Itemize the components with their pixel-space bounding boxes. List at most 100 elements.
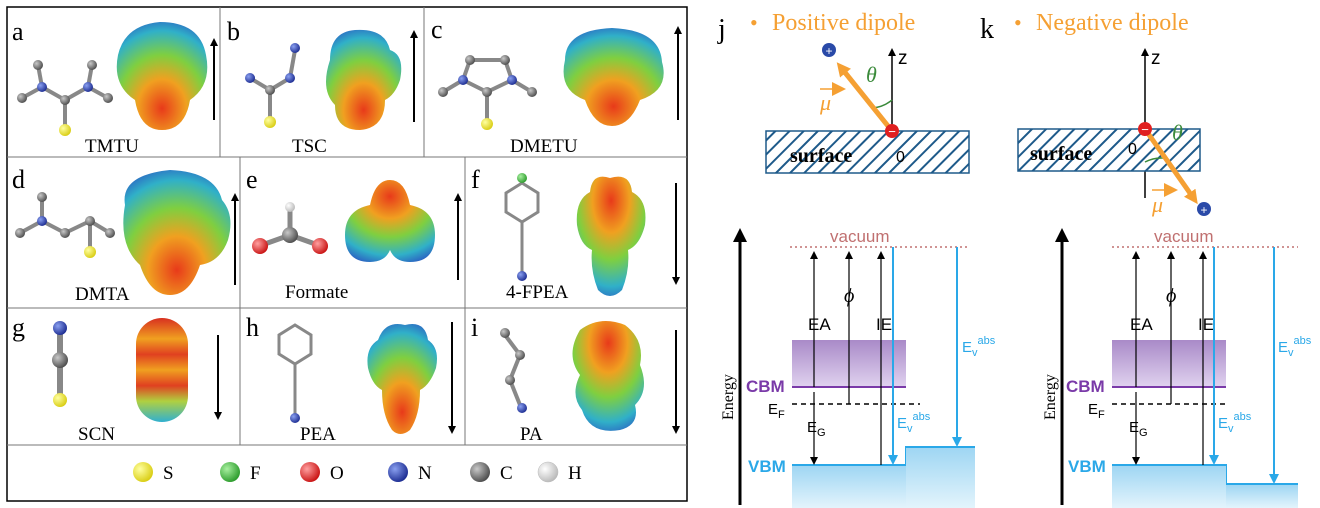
molecule-grid: a TMTU b xyxy=(6,6,688,502)
atom-n xyxy=(53,321,67,335)
plus-sign: + xyxy=(1200,203,1207,217)
esp-surface xyxy=(123,170,231,295)
ef-label: EF xyxy=(768,401,785,421)
atom-n xyxy=(458,75,468,85)
theta-label: θ xyxy=(1172,120,1183,145)
cell-tsc: b TSC xyxy=(227,17,418,157)
atom-c xyxy=(500,55,510,65)
surface-slab xyxy=(765,130,970,174)
z-label: z xyxy=(898,48,908,69)
atom-s xyxy=(53,393,67,407)
legend-label: N xyxy=(418,463,432,484)
energy-label: Energy xyxy=(720,374,737,420)
esp-surface xyxy=(563,28,664,126)
valence-band xyxy=(792,466,906,508)
molecule-name: SCN xyxy=(78,424,115,445)
cell-letter: f xyxy=(471,165,480,194)
atom-n xyxy=(290,413,300,423)
dipole-vector xyxy=(836,62,894,133)
ef-label: EF xyxy=(1088,401,1105,421)
atom-n xyxy=(290,43,300,53)
atom-c xyxy=(103,93,113,103)
cell-tmtu: a TMTU xyxy=(12,17,218,157)
valence-band-step xyxy=(1226,485,1298,508)
atom-o xyxy=(252,238,268,254)
atom-c xyxy=(60,95,70,105)
legend-label: H xyxy=(568,463,582,484)
ev-abs-label-low: Evabs xyxy=(1218,411,1252,435)
eg-label: EG xyxy=(1129,419,1148,439)
atom-n xyxy=(37,82,47,92)
vbm-label: VBM xyxy=(748,457,786,476)
cbm-label: CBM xyxy=(746,377,785,396)
cell-pea: h PEA xyxy=(246,313,456,445)
panel-title: Positive dipole xyxy=(772,10,915,36)
atom-s xyxy=(59,124,71,136)
legend-label: O xyxy=(330,463,344,484)
valence-band-step xyxy=(906,448,975,508)
atom-c xyxy=(15,228,25,238)
vbm-label: VBM xyxy=(1068,457,1106,476)
ev-abs-label-high: Evabs xyxy=(1278,335,1312,359)
atom-c xyxy=(60,228,70,238)
eg-label: EG xyxy=(807,419,826,439)
cell-letter: d xyxy=(12,165,25,194)
phi-label: ϕ xyxy=(1166,285,1176,307)
legend-label: C xyxy=(500,463,513,484)
atom-f xyxy=(517,173,527,183)
atom-c xyxy=(105,228,115,238)
molecule-name: DMTA xyxy=(75,284,130,305)
atom-c xyxy=(265,85,275,95)
title-bullet: • xyxy=(750,10,758,35)
cell-scn: g SCN xyxy=(12,313,222,445)
atom-c xyxy=(505,375,515,385)
surface-label: surface xyxy=(790,145,852,167)
atom-n xyxy=(83,82,93,92)
ball-stick-model xyxy=(503,333,522,406)
atom-n xyxy=(285,73,295,83)
atom-c xyxy=(282,227,298,243)
mu-label: μ xyxy=(819,90,831,115)
valence-band xyxy=(1112,466,1226,508)
origin-label: 0 xyxy=(896,149,905,166)
z-label: z xyxy=(1151,48,1161,69)
ev-abs-label-high: Evabs xyxy=(962,335,996,359)
atom-c xyxy=(37,192,47,202)
esp-surface xyxy=(116,22,208,130)
legend-ball-f xyxy=(220,462,240,482)
plus-charge xyxy=(1197,202,1211,216)
esp-surface xyxy=(576,176,646,296)
atom-o xyxy=(312,238,328,254)
atom-s xyxy=(264,116,276,128)
theta-label: θ xyxy=(866,62,877,87)
atom-n xyxy=(517,403,527,413)
atom-n xyxy=(507,75,517,85)
ev-abs-label-low: Evabs xyxy=(897,411,931,435)
plus-sign: + xyxy=(825,44,832,58)
atom-c xyxy=(33,60,43,70)
legend-label: S xyxy=(163,463,174,484)
molecule-name: TSC xyxy=(292,136,327,157)
esp-surface xyxy=(367,324,437,434)
molecule-name: Formate xyxy=(285,282,348,303)
cell-dmta: d DMTA xyxy=(12,165,239,305)
cbm-label: CBM xyxy=(1066,377,1105,396)
ball-stick-model xyxy=(19,197,112,248)
cell-letter: h xyxy=(246,313,259,342)
ball-stick-model xyxy=(504,181,540,274)
origin-label: 0 xyxy=(1128,141,1137,158)
atom-s xyxy=(481,118,493,130)
cell-letter: i xyxy=(471,313,478,342)
cell-4-fpea: f 4-FPEA xyxy=(471,165,680,303)
atom-n xyxy=(37,216,47,226)
cell-formate: e Formate xyxy=(246,165,462,303)
ball-stick-model xyxy=(248,49,297,118)
atom-c xyxy=(482,87,492,97)
legend-ball-s xyxy=(133,462,153,482)
atom-c xyxy=(438,87,448,97)
panel-letter: j xyxy=(717,14,726,45)
atom-c xyxy=(465,55,475,65)
conduction-band xyxy=(1112,340,1226,387)
cell-letter: b xyxy=(227,17,240,46)
ie-label: IE xyxy=(876,315,892,334)
